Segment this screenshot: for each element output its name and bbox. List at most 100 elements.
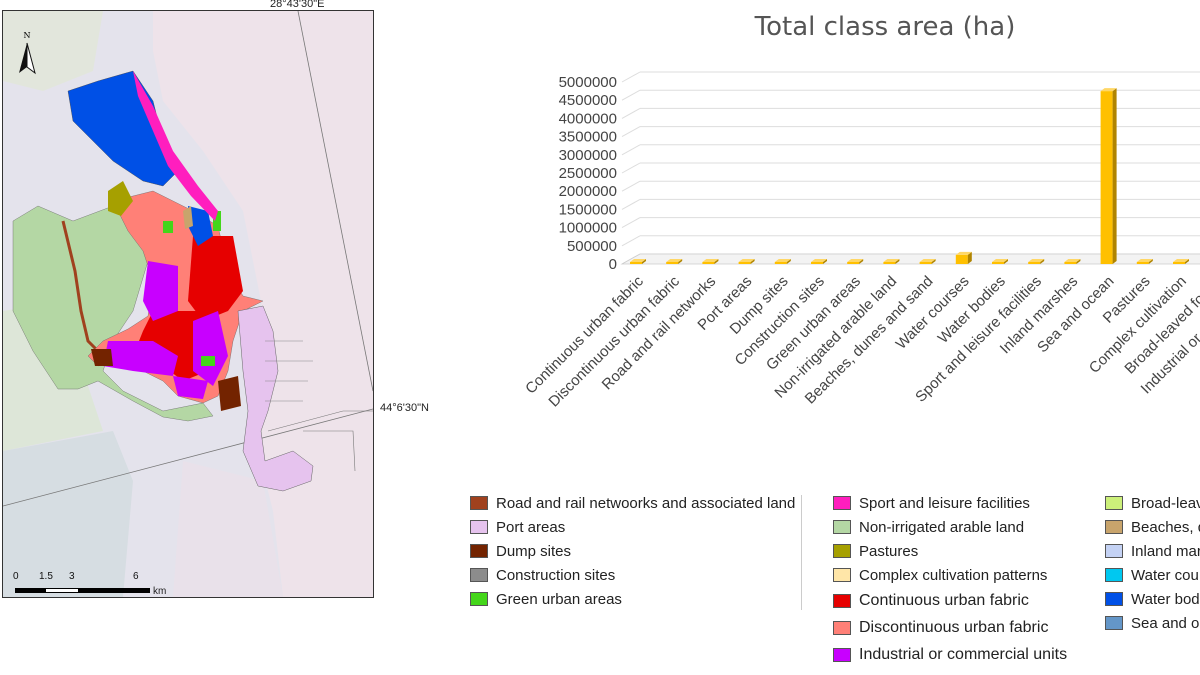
north-arrow-icon: N: [19, 31, 36, 75]
legend-swatch: [470, 592, 488, 606]
legend-label: Beaches, d: [1131, 518, 1200, 536]
gridline-depth: [621, 144, 641, 156]
legend-swatch: [833, 496, 851, 510]
bar: [992, 259, 1008, 264]
bar: [1064, 259, 1081, 264]
legend-item: Broad-leav: [1105, 491, 1200, 515]
gridline-depth: [621, 235, 641, 247]
bar: [919, 259, 936, 264]
legend-swatch: [833, 620, 851, 635]
y-tick-label: 4000000: [559, 110, 617, 127]
legend-swatch: [833, 520, 851, 534]
legend-swatch: [1105, 544, 1123, 558]
gridline-depth: [621, 198, 641, 210]
y-tick-label: 2000000: [559, 183, 617, 200]
legend-label: Industrial or commercial units: [859, 645, 1068, 663]
legend-label: Discontinuous urban fabric: [859, 618, 1049, 636]
legend-item: Water bod: [1105, 587, 1200, 611]
bar: [666, 259, 683, 264]
gridline-depth: [621, 217, 641, 229]
scale-bar-graphic: [15, 588, 150, 593]
legend-item: Industrial or commercial units: [833, 641, 1067, 668]
legend-divider: [801, 495, 802, 610]
scale-tick: 0: [13, 571, 19, 582]
legend-item: Sport and leisure facilities: [833, 491, 1067, 515]
legend-item: Non-irrigated arable land: [833, 515, 1067, 539]
north-label: N: [24, 31, 31, 40]
legend-label: Water cou: [1131, 566, 1199, 584]
legend-swatch: [1105, 568, 1123, 582]
y-tick-label: 0: [609, 256, 617, 273]
legend-item: Pastures: [833, 539, 1067, 563]
y-tick-label: 1500000: [559, 201, 617, 218]
y-tick-label: 1000000: [559, 220, 617, 237]
legend-swatch: [470, 544, 488, 558]
gridline-depth: [621, 89, 641, 101]
legend-label: Water bod: [1131, 590, 1200, 608]
scale-tick: 3: [69, 571, 75, 582]
legend-label: Non-irrigated arable land: [859, 518, 1025, 536]
land-cover-map[interactable]: [3, 11, 373, 597]
legend-item: Green urban areas: [470, 587, 795, 611]
bar: [1136, 259, 1153, 264]
legend-swatch: [833, 568, 851, 582]
bar-chart: 5000000450000040000003500000300000025000…: [522, 71, 1200, 410]
gridline-depth: [621, 126, 641, 138]
legend-swatch: [1105, 616, 1123, 630]
legend-swatch: [470, 496, 488, 510]
legend-item: Road and rail netwoorks and associated l…: [470, 491, 795, 515]
map-panel[interactable]: N 0 1.5 3 6 km: [2, 10, 374, 598]
y-tick-label: 4500000: [559, 92, 617, 109]
legend-label: Green urban areas: [496, 590, 622, 608]
legend-label: Continuous urban fabric: [859, 591, 1029, 609]
bar: [630, 259, 646, 264]
legend-item: Port areas: [470, 515, 795, 539]
legend-label: Inland mar: [1131, 542, 1200, 560]
legend-item: Beaches, d: [1105, 515, 1200, 539]
bar: [738, 259, 755, 264]
latitude-label: 44°6'30"N: [380, 402, 429, 414]
bar: [1100, 88, 1117, 264]
legend-column-2: Sport and leisure facilities Non-irrigate…: [833, 491, 1067, 668]
bar: [1173, 259, 1189, 264]
legend-column-3: Broad-leav Beaches, d Inland mar Water cou W…: [1105, 491, 1200, 635]
legend-swatch: [1105, 520, 1123, 534]
legend-label: Complex cultivation patterns: [859, 566, 1048, 584]
y-tick-label: 3000000: [559, 147, 617, 164]
legend-item: Construction sites: [470, 563, 795, 587]
legend-swatch: [833, 593, 851, 608]
legend-swatch: [1105, 496, 1123, 510]
longitude-label: 28°43'30"E: [270, 0, 325, 10]
legend-label: Broad-leav: [1131, 494, 1200, 512]
gridline-depth: [621, 107, 641, 119]
legend-label: Road and rail netwoorks and associated l…: [496, 494, 796, 512]
legend-label: Sport and leisure facilities: [859, 494, 1030, 512]
legend-label: Port areas: [496, 518, 566, 536]
legend-swatch: [470, 520, 488, 534]
scale-tick: 6: [133, 571, 139, 582]
legend-item: Sea and oc: [1105, 611, 1200, 635]
bar: [702, 259, 719, 264]
legend-label: Sea and oc: [1131, 614, 1200, 632]
bar: [847, 259, 864, 264]
y-tick-label: 5000000: [559, 74, 617, 91]
y-tick-label: 3500000: [559, 129, 617, 146]
legend-label: Construction sites: [496, 566, 616, 584]
bar: [811, 259, 827, 264]
legend-item: Water cou: [1105, 563, 1200, 587]
legend-swatch: [833, 544, 851, 558]
gridline-depth: [621, 71, 641, 83]
legend-swatch: [833, 647, 851, 662]
legend-item: Complex cultivation patterns: [833, 563, 1067, 587]
bar: [1028, 259, 1045, 264]
legend-swatch: [1105, 592, 1123, 606]
legend-item: Dump sites: [470, 539, 795, 563]
scale-bar: 0 1.5 3 6 km: [13, 571, 173, 597]
legend-label: Pastures: [859, 542, 919, 560]
legend-item: Continuous urban fabric: [833, 587, 1067, 614]
gridline-depth: [621, 162, 641, 174]
legend-swatch: [470, 568, 488, 582]
legend-column-1: Road and rail netwoorks and associated l…: [470, 491, 795, 611]
y-tick-label: 500000: [567, 238, 617, 255]
y-tick-label: 2500000: [559, 165, 617, 182]
